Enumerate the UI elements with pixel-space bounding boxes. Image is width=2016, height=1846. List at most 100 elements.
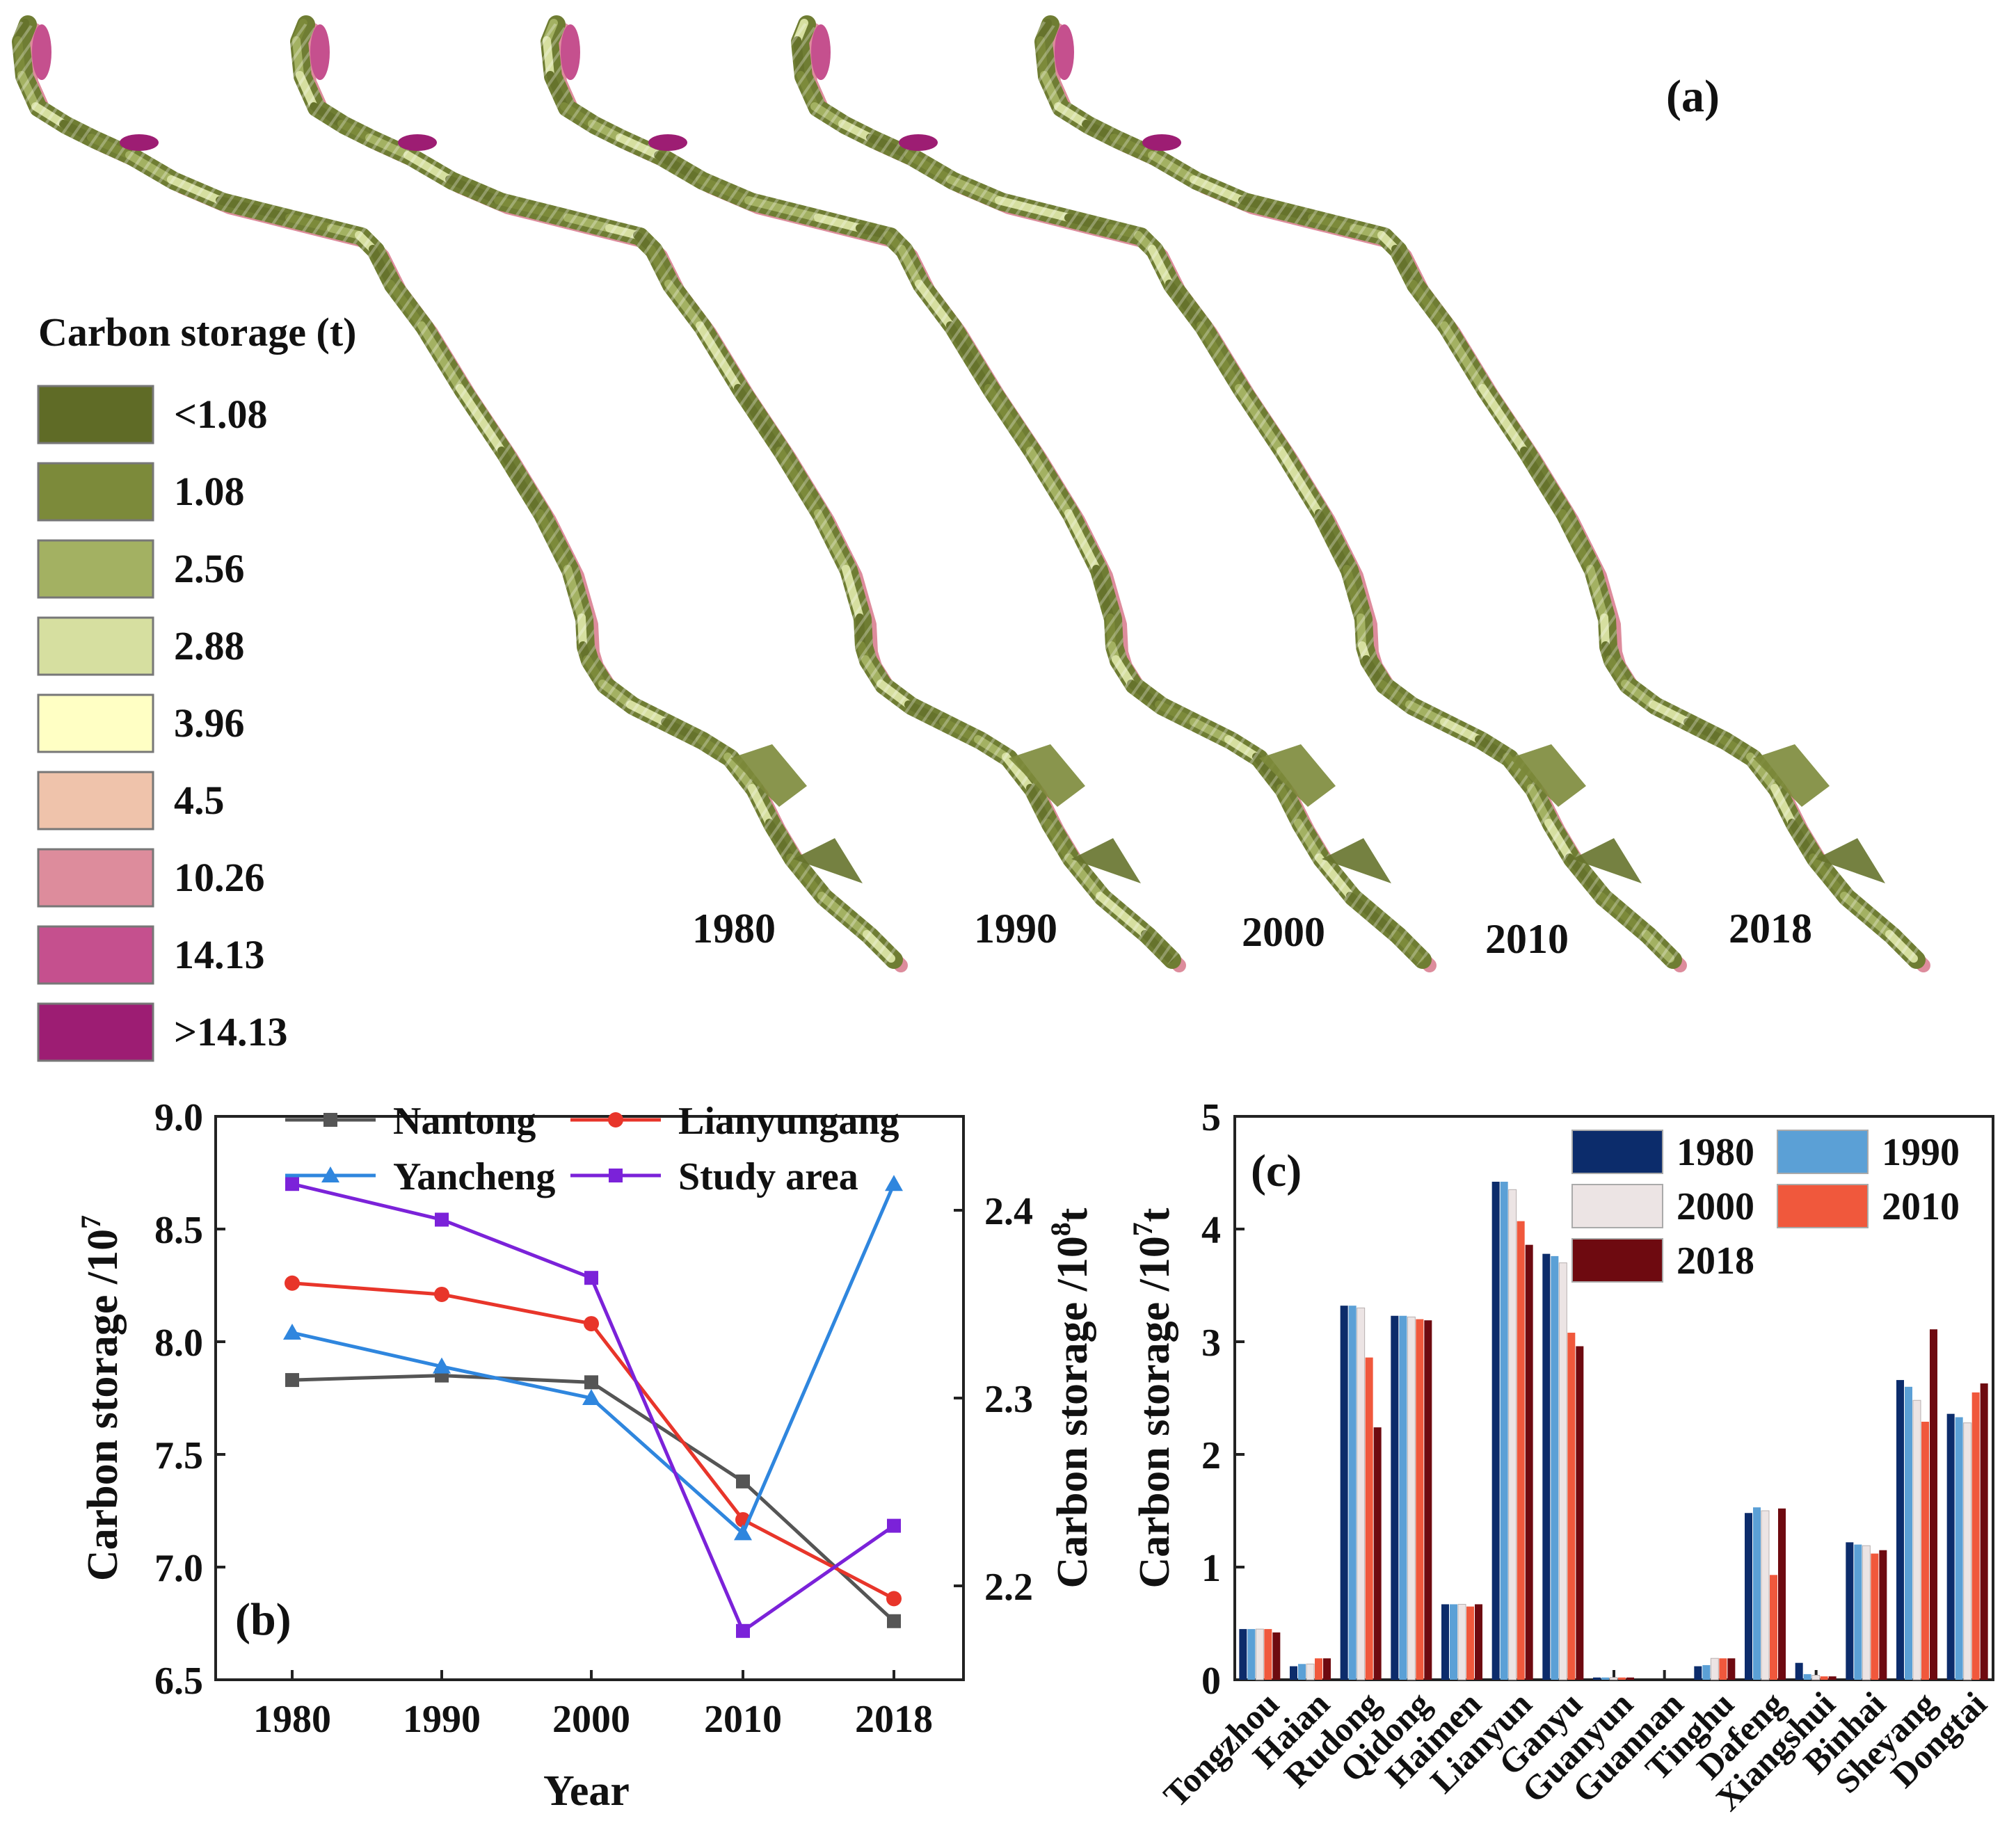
legend-c: 1980 1990 2000 2010 2018 [1571,1130,1960,1283]
bar-haian-1990 [1298,1664,1306,1680]
data-point [584,1375,598,1390]
panel-a-maps: 1980 1990 2000 2010 2018 (a) Carbon storage … [11,15,1930,1062]
x-tick-label-b: 2018 [855,1698,933,1741]
bar-lianyun-2000 [1508,1189,1517,1680]
bar-rudong-2000 [1357,1307,1366,1680]
high-storage-patch [561,24,580,80]
legend-label: 2.56 [174,546,245,591]
bar-qidong-2018 [1424,1320,1432,1680]
x-tick-label-b: 2000 [552,1698,630,1741]
legend-swatch [37,771,154,830]
legend-label: 10.26 [174,855,265,900]
bar-rudong-1980 [1340,1306,1348,1680]
high-storage-patch [398,134,437,151]
bar-xiangshui-1980 [1795,1662,1803,1680]
hatch-texture [1034,21,1923,967]
legend-label: 2.88 [174,623,245,668]
coastline-map [540,15,1437,972]
panel-c-bar-chart: 012345TongzhouHaianRudongQidongHaimenLia… [1127,1096,1994,1818]
bar-tongzhou-2018 [1272,1632,1281,1680]
bar-tinghu-2018 [1727,1658,1736,1680]
high-storage-patch [1055,24,1074,80]
estuary-land [1816,838,1885,883]
bar-sheyang-2010 [1921,1422,1929,1680]
high-storage-patch [32,24,51,80]
bar-dongtai-2000 [1963,1422,1972,1680]
hatch-texture [289,21,1179,967]
bar-guanyun-2018 [1626,1677,1634,1680]
bars-c [1239,1181,1988,1680]
series-path [291,1183,896,1536]
legend-label: 2018 [1677,1239,1754,1283]
hatch-texture [11,21,901,967]
data-point [285,1275,300,1291]
bar-dongtai-1990 [1955,1417,1963,1680]
bar-tinghu-1980 [1694,1666,1702,1680]
bar-haian-1980 [1290,1666,1297,1680]
data-point [609,1169,623,1182]
bar-guanyun-1980 [1593,1677,1601,1680]
bar-qidong-1980 [1391,1315,1399,1680]
legend-swatch [37,539,154,599]
bar-lianyun-2010 [1517,1221,1525,1680]
bar-ganyu-2018 [1576,1346,1584,1680]
legend-label: 14.13 [174,932,265,977]
y2-tick-label-b: 2.3 [984,1378,1033,1421]
x-tick-label-b: 1980 [253,1698,331,1741]
bar-qidong-2010 [1416,1319,1424,1680]
bar-ganyu-2000 [1558,1262,1567,1680]
legend-swatch [37,616,154,676]
legend-swatch [37,462,154,522]
series-path [291,1374,895,1623]
legend-label: 4.5 [174,778,225,823]
y2-tick-label-b: 2.4 [984,1190,1033,1233]
legend-swatch [37,693,154,753]
bar-binhai-2000 [1862,1545,1871,1680]
data-point [434,1286,449,1302]
y-axis-title-b: Carbon storage /107 [75,1215,127,1581]
bar-binhai-1990 [1854,1544,1862,1680]
coastline-map [1034,15,1930,972]
series-b [283,1175,903,1638]
bar-ganyu-1990 [1551,1255,1559,1680]
bar-xiangshui-2018 [1828,1676,1837,1680]
legend-swatch [37,385,154,444]
legend-swatch [1571,1184,1663,1228]
bar-guanyun-1990 [1601,1677,1609,1680]
series-line-lianyungang [285,1275,902,1607]
bar-binhai-2018 [1879,1550,1887,1680]
coastline-maps [11,15,1930,972]
legend-label: >14.13 [174,1009,288,1054]
bar-haian-2000 [1306,1663,1315,1680]
bar-binhai-2010 [1871,1553,1879,1680]
y-tick-label-b: 7.0 [154,1547,203,1590]
map-year-label: 2000 [1242,909,1325,955]
bar-rudong-2018 [1373,1427,1382,1680]
data-point [323,1113,337,1127]
legend-label: 3.96 [174,700,245,746]
bar-rudong-2010 [1365,1357,1373,1680]
data-point [435,1212,449,1227]
data-point [887,1614,901,1628]
y-tick-label-b: 7.5 [154,1434,203,1477]
legend-label: 2000 [1677,1185,1754,1228]
bar-xiangshui-1990 [1803,1674,1811,1680]
data-point [734,1524,752,1541]
legend-label: 1990 [1882,1131,1960,1174]
legend-swatch [37,1002,154,1062]
legend-label: 1980 [1677,1131,1754,1174]
bar-qidong-1990 [1399,1315,1407,1680]
hatch-texture [540,21,1430,967]
bar-dafeng-2000 [1761,1510,1770,1680]
bar-sheyang-2000 [1912,1399,1921,1680]
x-tick-label-b: 1990 [403,1698,481,1741]
high-storage-patch [648,134,687,151]
y-tick-label-c: 1 [1201,1547,1221,1590]
high-storage-patch [1142,134,1181,151]
y-tick-label-c: 3 [1201,1322,1221,1365]
estuary-land [730,744,807,807]
bar-lianyun-1990 [1500,1181,1508,1680]
coastline-map [11,15,908,972]
legend-swatch [37,925,154,985]
data-point [582,1389,600,1405]
